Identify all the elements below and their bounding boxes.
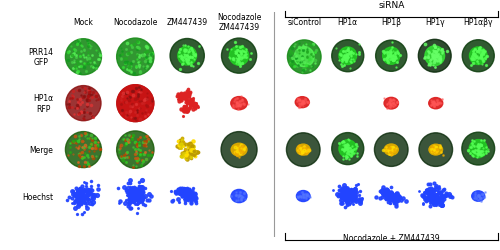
Circle shape — [469, 140, 488, 158]
Ellipse shape — [472, 191, 485, 202]
Circle shape — [117, 85, 154, 122]
Circle shape — [418, 40, 451, 73]
Text: PRR14
GFP: PRR14 GFP — [28, 48, 53, 67]
Circle shape — [117, 85, 154, 122]
Circle shape — [425, 47, 444, 66]
Circle shape — [419, 133, 452, 167]
Ellipse shape — [231, 144, 247, 156]
Ellipse shape — [384, 144, 398, 156]
Circle shape — [286, 133, 320, 167]
Ellipse shape — [296, 191, 310, 202]
Text: Merge: Merge — [30, 146, 53, 154]
Circle shape — [230, 47, 248, 66]
Text: Mock: Mock — [74, 18, 94, 27]
Text: HP1γ: HP1γ — [425, 18, 444, 27]
Ellipse shape — [429, 144, 442, 156]
Circle shape — [470, 48, 487, 65]
Circle shape — [376, 41, 407, 72]
Ellipse shape — [295, 97, 310, 108]
Circle shape — [382, 48, 400, 65]
Circle shape — [294, 48, 314, 68]
Circle shape — [339, 140, 356, 158]
Circle shape — [116, 132, 154, 168]
Text: Nocodazole: Nocodazole — [113, 18, 158, 27]
Ellipse shape — [296, 144, 310, 156]
Circle shape — [221, 132, 257, 168]
Circle shape — [170, 39, 204, 74]
Circle shape — [66, 40, 102, 76]
Circle shape — [332, 133, 364, 165]
Circle shape — [222, 39, 256, 74]
Text: Nocodazole
ZM447439: Nocodazole ZM447439 — [217, 13, 261, 32]
Circle shape — [462, 40, 494, 72]
Circle shape — [116, 39, 154, 76]
Circle shape — [288, 41, 321, 74]
Text: HP1αβγ: HP1αβγ — [464, 18, 493, 27]
Text: Nocodazole + ZM447439: Nocodazole + ZM447439 — [343, 232, 440, 241]
Circle shape — [66, 86, 101, 121]
Text: Hoechst: Hoechst — [22, 192, 53, 201]
Circle shape — [178, 47, 197, 66]
Circle shape — [374, 133, 408, 167]
Ellipse shape — [428, 98, 443, 109]
Ellipse shape — [231, 190, 247, 203]
Ellipse shape — [384, 98, 398, 110]
Circle shape — [339, 48, 356, 65]
Text: siRNA: siRNA — [378, 1, 404, 10]
Circle shape — [462, 133, 494, 165]
Circle shape — [66, 132, 102, 168]
Ellipse shape — [231, 97, 248, 110]
Text: HP1α: HP1α — [338, 18, 358, 27]
Circle shape — [332, 40, 364, 72]
Text: siControl: siControl — [287, 18, 322, 27]
Text: HP1α
RFP: HP1α RFP — [33, 94, 53, 114]
Text: ZM447439: ZM447439 — [166, 18, 207, 27]
Text: HP1β: HP1β — [382, 18, 401, 27]
